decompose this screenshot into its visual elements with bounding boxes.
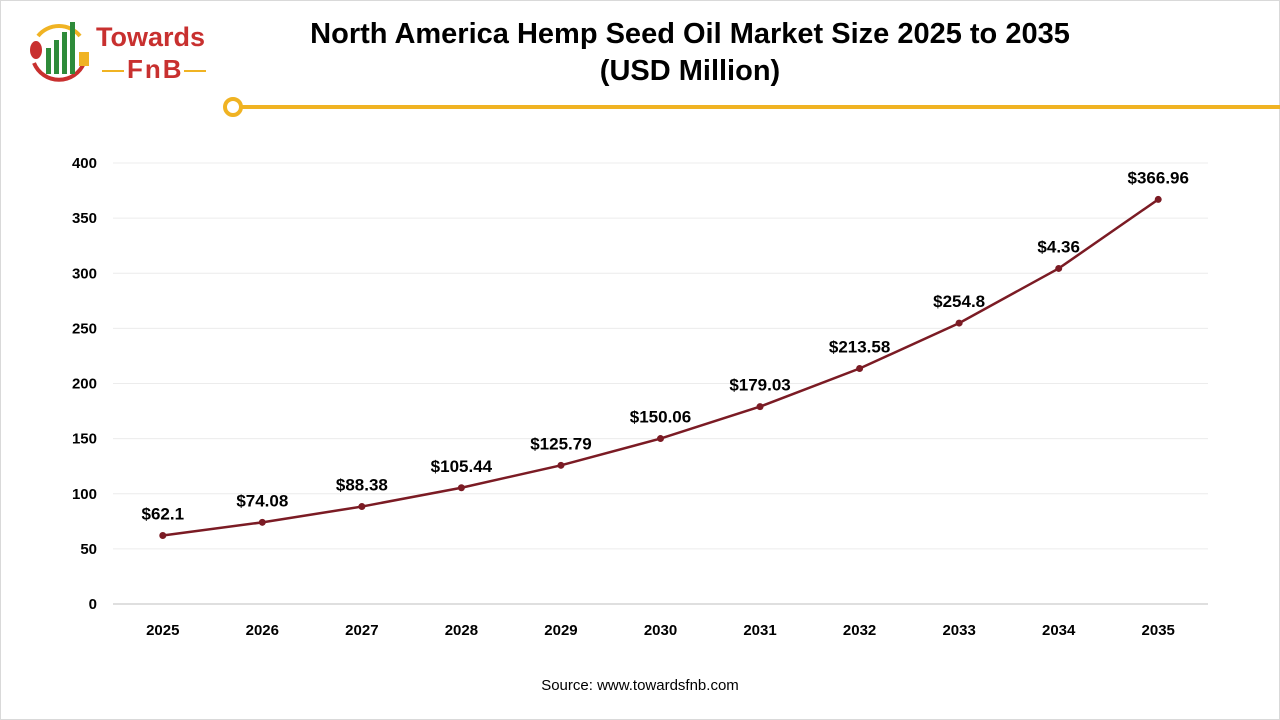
data-point	[358, 503, 366, 511]
data-point	[1154, 195, 1162, 203]
y-tick-label: 150	[72, 431, 97, 448]
data-label: $254.8	[933, 292, 985, 311]
data-label: $105.44	[431, 457, 493, 476]
series-line	[162, 198, 1159, 537]
data-label: $62.1	[141, 505, 184, 524]
x-tick-label: 2033	[942, 622, 975, 639]
towards-fnb-logo: Towards FnB	[24, 18, 224, 88]
data-label: $150.06	[630, 408, 691, 427]
y-tick-label: 250	[72, 320, 97, 337]
y-tick-label: 400	[72, 155, 97, 172]
data-point	[258, 518, 266, 526]
title-line-1: North America Hemp Seed Oil Market Size …	[310, 18, 1070, 50]
logo-text-towards: Towards	[96, 22, 206, 52]
data-label: $125.79	[530, 434, 591, 453]
y-tick-label: 100	[72, 486, 97, 503]
x-tick-label: 2028	[445, 622, 478, 639]
data-label: $74.08	[236, 491, 288, 510]
logo-icon	[30, 22, 89, 82]
data-point	[159, 532, 167, 540]
data-point	[756, 403, 764, 411]
data-point	[457, 484, 465, 492]
data-point	[955, 319, 963, 327]
logo-dash-right	[184, 70, 206, 72]
y-tick-label: 50	[80, 541, 97, 558]
x-tick-label: 2026	[246, 622, 279, 639]
x-tick-label: 2035	[1142, 622, 1175, 639]
data-point	[657, 435, 664, 443]
accent-dot	[223, 97, 243, 117]
x-tick-label: 2032	[843, 622, 876, 639]
logo-text-fnb: FnB	[127, 54, 184, 84]
y-tick-label: 350	[72, 210, 97, 227]
data-point	[557, 461, 565, 469]
y-tick-label: 0	[89, 596, 97, 613]
y-tick-label: 200	[72, 376, 97, 393]
data-point	[1055, 264, 1063, 272]
x-tick-label: 2031	[743, 622, 776, 639]
data-label: $213.58	[829, 338, 890, 357]
data-point	[856, 365, 864, 373]
x-tick-label: 2030	[644, 622, 677, 639]
x-tick-label: 2025	[146, 622, 179, 639]
logo-dash-left	[102, 70, 124, 72]
x-tick-label: 2027	[345, 622, 378, 639]
data-label: $179.03	[729, 376, 790, 395]
y-tick-label: 300	[72, 265, 97, 282]
x-tick-label: 2029	[544, 622, 577, 639]
data-label: $366.96	[1128, 168, 1189, 187]
data-label: $4.36	[1037, 237, 1080, 256]
data-label: $88.38	[336, 476, 388, 495]
x-tick-label: 2034	[1042, 622, 1076, 639]
chart-title: North America Hemp Seed Oil Market Size …	[300, 16, 1080, 90]
title-line-2: (USD Million)	[599, 55, 781, 87]
source-note: Source: www.towardsfnb.com	[541, 677, 739, 694]
